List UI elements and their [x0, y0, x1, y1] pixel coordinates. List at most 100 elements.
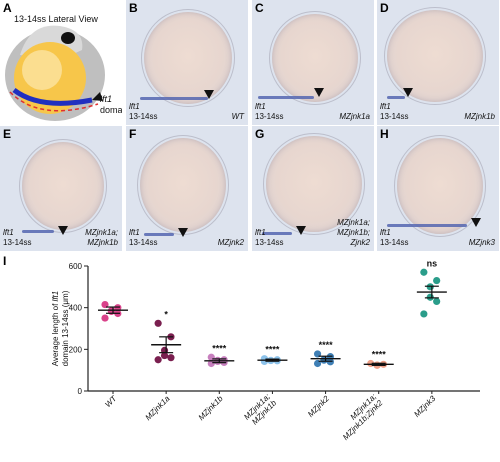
category-label: MZjnk3 [412, 394, 437, 419]
embryo-image [19, 139, 107, 233]
data-point [154, 356, 162, 364]
significance-label: **** [319, 340, 334, 350]
panel-a-gene-label: lft1 domain [100, 94, 122, 116]
gene-label: lft1 [380, 102, 391, 111]
stage-label: 13-14ss [129, 112, 158, 121]
data-point [426, 293, 434, 301]
y-tick-label: 200 [69, 345, 83, 354]
lft1-domain-dashed-outline [9, 91, 99, 112]
significance-label: **** [265, 345, 280, 355]
gene-stage-label: lft1 13-14ss [380, 102, 408, 122]
gene-label: lft1 [255, 228, 266, 237]
gene-label: lft1 [129, 102, 140, 111]
gene-stage-label: lft1 13-14ss [255, 228, 283, 248]
panel-letter: F [129, 127, 137, 141]
genotype-label: MZjnk1a; MZjnk1b [85, 228, 118, 247]
y-axis-label-line1: Average length of lft1 [51, 291, 60, 366]
embryo-image [394, 135, 486, 237]
data-point [207, 353, 215, 361]
category-label: MZjnk1a;MZjnk1b;Zjnk2 [335, 392, 385, 442]
data-point [101, 314, 109, 322]
embryo-image [137, 135, 229, 235]
significance-label: ns [427, 258, 438, 268]
data-point [207, 359, 215, 368]
embryo-eye [61, 32, 75, 44]
arrowhead-icon [296, 226, 306, 235]
embryo-image [263, 133, 365, 235]
lft1-stain [387, 224, 467, 227]
panel-letter: H [380, 127, 389, 141]
data-point [154, 319, 162, 327]
stage-label: 13-14ss [3, 238, 32, 247]
y-axis-label-line2: domain 13-14ss (μm) [61, 290, 70, 366]
genotype-label: MZjnk1a; MZjnk1b; Zjnk2 [337, 218, 370, 247]
data-point [101, 300, 109, 309]
panel-a-letter: A [3, 1, 12, 15]
data-point [160, 351, 169, 360]
dot-plot-svg: 0 200 400 600 Average length of lft1 domain 1… [51, 258, 480, 442]
stage-label: 13-14ss [380, 112, 409, 121]
gene-label: lft1 [380, 228, 391, 237]
gene-stage-label: lft1 13-14ss [3, 228, 31, 248]
lft1-domain-stain [12, 87, 93, 106]
arrowhead-icon [314, 88, 324, 97]
lft1-stain [140, 97, 208, 100]
data-point [420, 310, 428, 318]
category-label: MZjnk2 [306, 394, 331, 419]
gene-stage-label: lft1 13-14ss [380, 228, 408, 248]
genotype-label: MZjnk1b [464, 112, 495, 121]
lft1-stain [258, 96, 314, 99]
data-point [107, 307, 115, 316]
gene-stage-label: lft1 13-14ss [129, 228, 157, 248]
lft1-stain [262, 232, 292, 235]
data-point [326, 358, 334, 366]
arrowhead-icon [403, 88, 413, 97]
y-tick-label: 400 [69, 304, 83, 313]
gene-label: lft1 [3, 228, 14, 237]
panel-letter: B [129, 1, 138, 15]
arrowhead-icon [92, 92, 103, 101]
arrowhead-icon [204, 90, 214, 99]
y-tick-label: 0 [78, 387, 83, 396]
panel-i-letter: I [3, 254, 7, 268]
y-tick-label: 600 [69, 262, 83, 271]
panel-i-chart: I 0 200 400 600 Average length of lft1 domain… [0, 254, 500, 457]
category-label: MZjnk1a;MZjnk1b [242, 392, 278, 428]
stage-label: 13-14ss [255, 112, 284, 121]
data-point [320, 356, 328, 364]
lft1-stain [22, 230, 54, 233]
significance-label: * [164, 309, 168, 319]
arrowhead-icon [471, 218, 481, 227]
panel-letter: C [255, 1, 264, 15]
stage-label: 13-14ss [255, 238, 284, 247]
gene-label: lft1 [129, 228, 140, 237]
lft1-stain [387, 96, 405, 99]
arrowhead-icon [58, 226, 68, 235]
category-label: MZjnk1b [197, 394, 225, 422]
category-label: WT [103, 393, 119, 409]
significance-label: **** [212, 343, 227, 353]
panel-letter: E [3, 127, 12, 141]
yolk-highlight [22, 50, 62, 90]
panel-a-gene: lft1 [100, 94, 113, 104]
gene-label: lft1 [255, 102, 266, 111]
stage-label: 13-14ss [129, 238, 158, 247]
data-point [426, 283, 434, 291]
genotype-label: WT [231, 112, 244, 121]
data-point [433, 297, 441, 306]
gene-stage-label: lft1 13-14ss [129, 102, 157, 122]
panel-a-title: 13-14ss Lateral View [14, 14, 98, 24]
gene-stage-label: lft1 13-14ss [255, 102, 283, 122]
panel-a-domain-word: domain [100, 105, 122, 115]
data-point [433, 276, 441, 285]
embryo-schematic [5, 25, 105, 121]
embryo-image [384, 7, 486, 105]
embryo-image [141, 9, 235, 107]
